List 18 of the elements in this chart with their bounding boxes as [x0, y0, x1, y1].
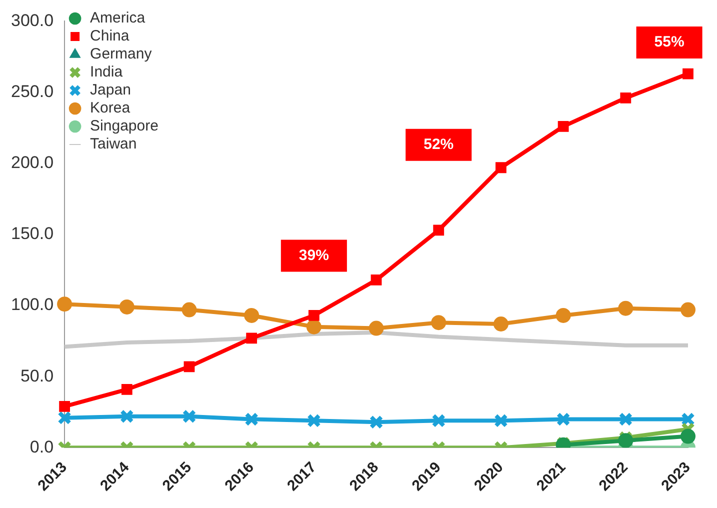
legend-label: Singapore — [90, 118, 158, 135]
legend-label: India — [90, 64, 124, 81]
legend-label: Japan — [90, 82, 131, 99]
y-tick-label: 300.0 — [10, 10, 54, 30]
y-tick-label: 50.0 — [20, 366, 54, 386]
y-tick-label: 150.0 — [10, 224, 54, 244]
legend-label: America — [90, 10, 146, 27]
y-tick-label: 200.0 — [10, 153, 54, 172]
legend-label: China — [90, 28, 130, 45]
annotation: 55% — [654, 34, 684, 51]
annotation: 52% — [424, 136, 454, 154]
legend-label: Korea — [90, 100, 131, 117]
legend-label: Germany — [90, 46, 152, 63]
y-tick-label: 0.0 — [30, 437, 54, 456]
legend-label: Taiwan — [90, 136, 137, 153]
annotation: 39% — [298, 246, 329, 264]
y-tick-label: 250.0 — [10, 82, 54, 101]
y-tick-label: 100.0 — [10, 295, 54, 314]
